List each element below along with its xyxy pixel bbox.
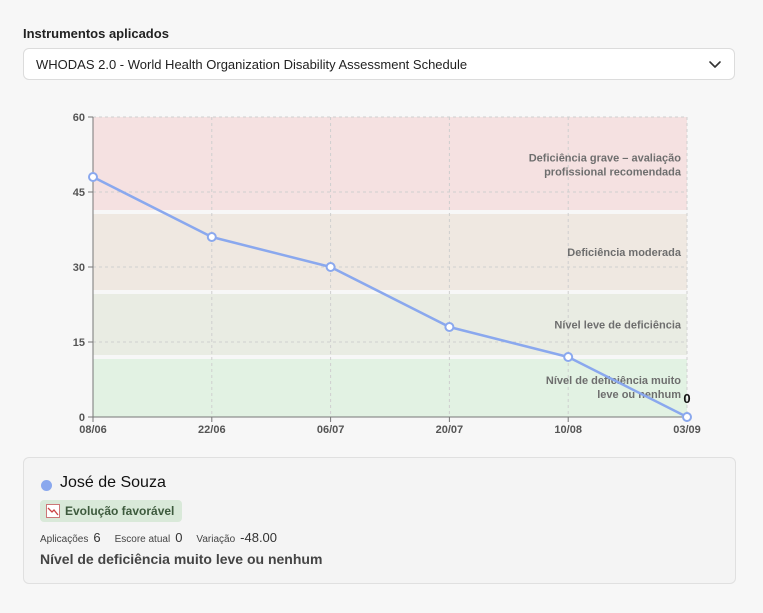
band-label-3-0: Deficiência grave – avaliação [529,153,682,165]
stats-row: Aplicações 6 Escore atual 0 Variação -48… [40,530,291,545]
x-tick-label-5: 03/09 [673,424,701,436]
band-label-2-0: Deficiência moderada [567,247,682,259]
data-point-2 [325,262,336,272]
band-label-3-1: profissional recomendada [544,167,682,179]
band-label-1-0: Nível leve de deficiência [554,320,681,332]
applications-label: Aplicações [40,534,89,545]
trend-label: Evolução favorável [65,504,175,518]
disability-level: Nível de deficiência muito leve ou nenhu… [40,551,323,567]
x-tick-label-4: 10/08 [554,424,582,436]
trend-down-icon [46,504,60,518]
data-point-4 [563,352,574,362]
current-score-label: Escore atual [114,534,171,545]
band-3 [93,117,687,210]
variation-value: -48.00 [240,530,278,545]
y-tick-label-2: 30 [73,262,85,274]
y-tick-label-4: 60 [73,112,85,124]
data-point-0 [88,172,98,182]
patient-card: José de Souza Evolução favorável Aplicaç… [23,457,736,584]
instrument-select[interactable]: WHODAS 2.0 - World Health Organization D… [23,48,735,80]
data-point-1 [206,232,217,242]
y-tick-label-0: 0 [79,412,85,424]
variation-label: Variação [196,534,236,545]
section-label: Instrumentos aplicados [23,26,169,41]
current-score-value: 0 [175,530,183,545]
x-tick-label-0: 08/06 [79,424,107,436]
instrument-select-value: WHODAS 2.0 - World Health Organization D… [36,56,468,72]
applications-value: 6 [93,530,101,545]
y-tick-label-1: 15 [73,337,85,349]
x-tick-label-1: 22/06 [198,424,226,436]
band-label-0-1: leve ou nenhum [597,389,681,401]
trend-badge: Evolução favorável [40,500,183,522]
x-tick-label-2: 06/07 [317,424,345,436]
data-point-5 [682,412,692,422]
chevron-down-icon [709,61,721,68]
series-color-dot [41,480,52,491]
score-chart: 0 15 30 45 60 08/06 22/06 06/07 20/07 10/08 03/09 N… [73,112,701,436]
patient-name: José de Souza [60,474,166,491]
data-label-last: 0 [683,391,690,406]
series-line-0 [92,175,688,419]
x-tick-label-3: 20/07 [436,424,464,436]
data-point-3 [444,322,455,332]
band-1 [93,294,687,355]
band-0 [93,359,687,417]
y-tick-label-3: 45 [73,187,85,199]
